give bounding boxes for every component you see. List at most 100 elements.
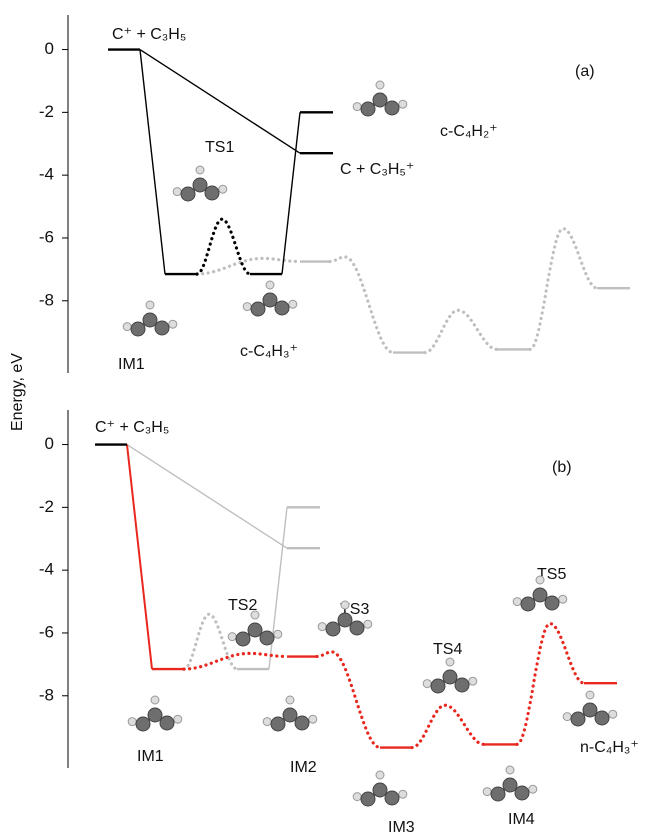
- atom-c: [350, 621, 364, 635]
- atom-c: [295, 716, 309, 730]
- atom-c: [545, 596, 559, 610]
- species-label: C⁺ + C₃H₅: [112, 26, 186, 43]
- atom-c: [533, 588, 547, 602]
- atom-h: [353, 793, 361, 801]
- y-axis-label: Energy, eV: [9, 353, 26, 431]
- connector: [127, 445, 152, 670]
- panel-label: (b): [552, 459, 572, 476]
- y-tick-label: 0: [45, 434, 54, 453]
- atom-h: [228, 633, 236, 641]
- y-tick-label: -8: [39, 290, 54, 309]
- y-tick-label: -4: [39, 165, 54, 184]
- atom-c: [160, 716, 174, 730]
- transition-state-path: [330, 257, 393, 353]
- atom-h: [169, 320, 177, 328]
- molecule-icon: [483, 766, 537, 801]
- atom-c: [181, 187, 195, 201]
- species-label: TS1: [205, 139, 234, 156]
- atom-c: [373, 783, 387, 797]
- molecule-icon: [353, 81, 407, 116]
- atom-h: [364, 620, 372, 628]
- atom-c: [503, 778, 517, 792]
- species-label: TS4: [433, 641, 462, 658]
- y-tick-label: -8: [39, 685, 54, 704]
- species-label: IM4: [508, 811, 535, 828]
- molecule-icon: [243, 281, 297, 316]
- transition-state-path: [317, 652, 380, 748]
- atom-c: [595, 711, 609, 725]
- atom-c: [338, 613, 352, 627]
- connector: [282, 112, 300, 274]
- transition-state-path: [425, 310, 497, 352]
- atom-h: [341, 601, 349, 609]
- atom-h: [146, 301, 154, 309]
- molecule-icon: [563, 691, 617, 726]
- atom-c: [260, 631, 274, 645]
- atom-h: [506, 766, 514, 774]
- atom-c: [131, 322, 145, 336]
- atom-c: [431, 679, 445, 693]
- connector: [140, 50, 300, 154]
- y-tick-label: -4: [39, 560, 54, 579]
- species-label: c-C₄H₃⁺: [240, 343, 298, 360]
- atom-h: [399, 790, 407, 798]
- transition-state-path: [412, 705, 484, 747]
- atom-h: [529, 785, 537, 793]
- atom-h: [586, 691, 594, 699]
- atom-c: [361, 102, 375, 116]
- species-label: IM1: [137, 748, 164, 765]
- atom-h: [318, 623, 326, 631]
- atom-h: [263, 718, 271, 726]
- atom-h: [559, 595, 567, 603]
- figure: 0 -2 -4 -6 -8 Energy, eV (a) C⁺ + C₃H₅ IM1 TS1 c-C…: [0, 0, 652, 837]
- atom-h: [483, 788, 491, 796]
- panel-label: (a): [575, 63, 595, 80]
- atom-c: [521, 597, 535, 611]
- y-tick-label: -2: [39, 102, 54, 121]
- atom-h: [128, 718, 136, 726]
- connector: [269, 507, 287, 669]
- species-label: c-C₄H₂⁺: [440, 123, 498, 140]
- atom-c: [361, 792, 375, 806]
- atom-h: [513, 598, 521, 606]
- y-tick-label: 0: [45, 39, 54, 58]
- atom-h: [266, 281, 274, 289]
- atom-h: [174, 715, 182, 723]
- y-tick-label: -2: [39, 497, 54, 516]
- atom-h: [251, 611, 259, 619]
- molecule-icon: [123, 301, 177, 336]
- molecule-icon: [173, 166, 227, 201]
- atom-h: [151, 696, 159, 704]
- atom-c: [263, 293, 277, 307]
- atom-c: [455, 678, 469, 692]
- y-tick-label: -6: [39, 622, 54, 641]
- atom-c: [275, 301, 289, 315]
- atom-c: [136, 717, 150, 731]
- atom-c: [515, 786, 529, 800]
- atom-h: [446, 658, 454, 666]
- transition-state-path: [197, 219, 250, 274]
- molecule-icon: [263, 696, 317, 731]
- atom-c: [326, 622, 340, 636]
- species-label: n-C₄H₃⁺: [580, 739, 639, 756]
- atom-c: [155, 321, 169, 335]
- atom-c: [583, 703, 597, 717]
- atom-h: [353, 103, 361, 111]
- atom-c: [248, 623, 262, 637]
- transition-state-path: [530, 229, 597, 350]
- connector: [140, 50, 165, 275]
- y-tick-label: -6: [39, 227, 54, 246]
- molecule-icon: [128, 696, 182, 731]
- atom-c: [205, 186, 219, 200]
- atom-c: [271, 717, 285, 731]
- atom-c: [385, 791, 399, 805]
- atom-h: [243, 303, 251, 311]
- atom-h: [469, 677, 477, 685]
- atom-h: [196, 166, 204, 174]
- species-label: C⁺ + C₃H₅: [95, 419, 169, 436]
- atom-c: [283, 708, 297, 722]
- atom-c: [385, 101, 399, 115]
- molecule-icon: [423, 658, 477, 693]
- atom-h: [609, 710, 617, 718]
- atom-c: [236, 632, 250, 646]
